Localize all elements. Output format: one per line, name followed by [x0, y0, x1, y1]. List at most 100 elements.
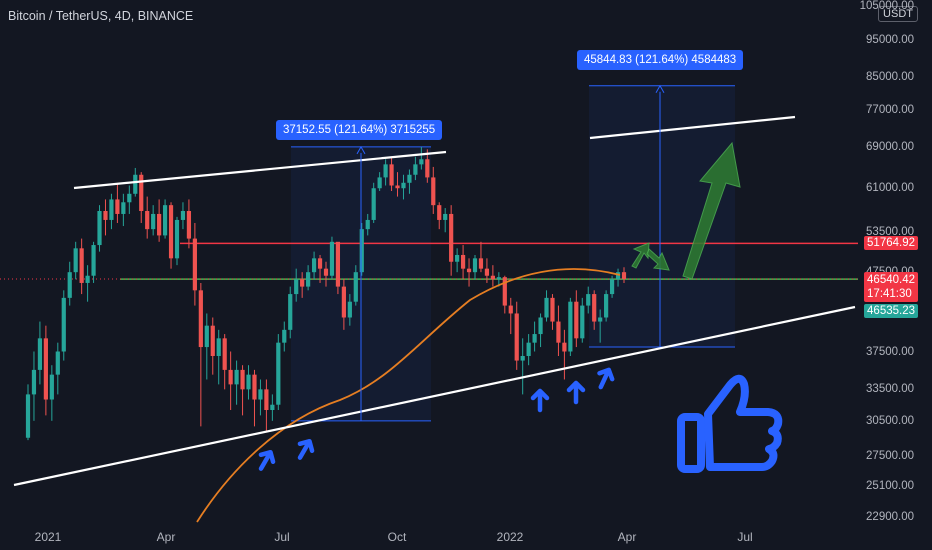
candle-body: [371, 188, 376, 220]
bar-countdown: 17:41:30: [867, 288, 912, 300]
candle-body: [586, 294, 591, 306]
candle-body: [222, 338, 227, 370]
candle-body: [180, 210, 186, 220]
candle-body: [443, 213, 448, 220]
candle-body: [538, 317, 543, 335]
green-level-tag: 46535.23: [864, 304, 918, 318]
arrow-shape: [597, 367, 615, 390]
candle-body: [449, 213, 454, 262]
candle-body: [79, 248, 84, 283]
current-price: 46540.42: [867, 274, 915, 286]
candle-body: [270, 404, 275, 411]
candle-body: [210, 325, 215, 357]
price-tick-label: 61000.00: [866, 182, 914, 195]
current-price-tag: 46540.42 17:41:30: [864, 272, 918, 302]
price-tick-label: 85000.00: [866, 70, 914, 83]
candle-body: [365, 219, 370, 230]
upper-trendline: [73, 150, 447, 190]
candle-body: [317, 258, 323, 269]
candle-body: [401, 182, 406, 189]
time-tick-label: 2022: [496, 530, 524, 544]
candle-body: [139, 174, 144, 211]
candle-body: [574, 301, 579, 339]
candle-body: [466, 268, 472, 273]
candle-body: [335, 241, 341, 287]
candle-body: [145, 210, 150, 230]
candle-body: [294, 279, 299, 295]
price-tick-label: 69000.00: [866, 140, 914, 153]
candle-body: [311, 258, 317, 273]
candle-body: [133, 174, 138, 194]
lower-trendline: [13, 305, 856, 487]
candle-body: [228, 369, 233, 385]
candle-body: [282, 329, 287, 343]
time-tick-label: Oct: [387, 530, 407, 544]
candlesticks: [25, 146, 627, 441]
candle-body: [437, 205, 442, 220]
price-tick-label: 37500.00: [866, 345, 914, 358]
candle-body: [25, 394, 31, 438]
price-tick-label: 105000.00: [859, 0, 914, 12]
time-tick-label: Jul: [274, 530, 290, 544]
candle-body: [484, 268, 490, 276]
candle-body: [162, 205, 168, 236]
candle-body: [276, 342, 281, 405]
arrow-shape: [297, 438, 315, 460]
candle-body: [157, 213, 162, 236]
price-tick-label: 77000.00: [866, 104, 914, 117]
candle-body: [55, 351, 60, 375]
candle-body: [615, 272, 621, 280]
measure-label-2[interactable]: 45844.83 (121.64%) 4584483: [577, 50, 744, 70]
candle-body: [544, 297, 549, 318]
candle-body: [246, 374, 251, 390]
thumbs-up-icon: [677, 374, 783, 473]
moving-average-line: [196, 268, 621, 523]
candle-body: [508, 305, 513, 314]
candle-body: [234, 369, 239, 385]
candle-body: [347, 301, 352, 318]
candle-body: [496, 277, 501, 280]
resistance-price-tag: 51764.92: [864, 236, 918, 250]
time-tick-label: Apr: [617, 530, 637, 544]
candle-body: [186, 210, 192, 239]
measure-label-1[interactable]: 37152.55 (121.64%) 3715255: [276, 120, 443, 140]
candle-body: [109, 199, 114, 220]
candle-body: [306, 272, 311, 287]
candle-body: [598, 317, 603, 322]
candle-body: [353, 272, 358, 302]
green-arrow: [646, 248, 670, 271]
candle-body: [151, 213, 156, 230]
candle-body: [455, 254, 460, 262]
candle-body: [204, 325, 209, 348]
thumb-hand: [704, 374, 783, 471]
candle-body: [502, 277, 507, 306]
currency-selector[interactable]: USDT: [878, 6, 918, 22]
candle-body: [85, 275, 90, 283]
candle-body: [174, 219, 180, 259]
blue-arrow-up: [566, 380, 586, 405]
time-tick-label: Apr: [156, 530, 176, 544]
candle-body: [264, 389, 269, 411]
candle-body: [216, 338, 221, 357]
price-tick-label: 22900.00: [866, 511, 914, 523]
candle-body: [562, 342, 567, 352]
candle-body: [389, 164, 394, 186]
candle-body: [329, 241, 335, 276]
candle-body: [103, 210, 108, 220]
candle-body: [395, 185, 400, 189]
candle-body: [198, 290, 203, 348]
candle-body: [514, 313, 519, 361]
candle-body: [413, 164, 418, 175]
candle-body: [168, 205, 174, 259]
candle-body: [252, 374, 257, 400]
candle-body: [49, 374, 54, 400]
candle-body: [550, 297, 555, 322]
blue-arrow-up: [530, 388, 550, 413]
thumb-cuff: [677, 413, 705, 473]
chart-title: Bitcoin / TetherUS, 4D, BINANCE: [8, 9, 194, 23]
measure-arrow-1-head: [356, 145, 366, 155]
candle-body: [407, 174, 412, 183]
candle-body: [127, 193, 132, 203]
candle-body: [520, 356, 525, 361]
